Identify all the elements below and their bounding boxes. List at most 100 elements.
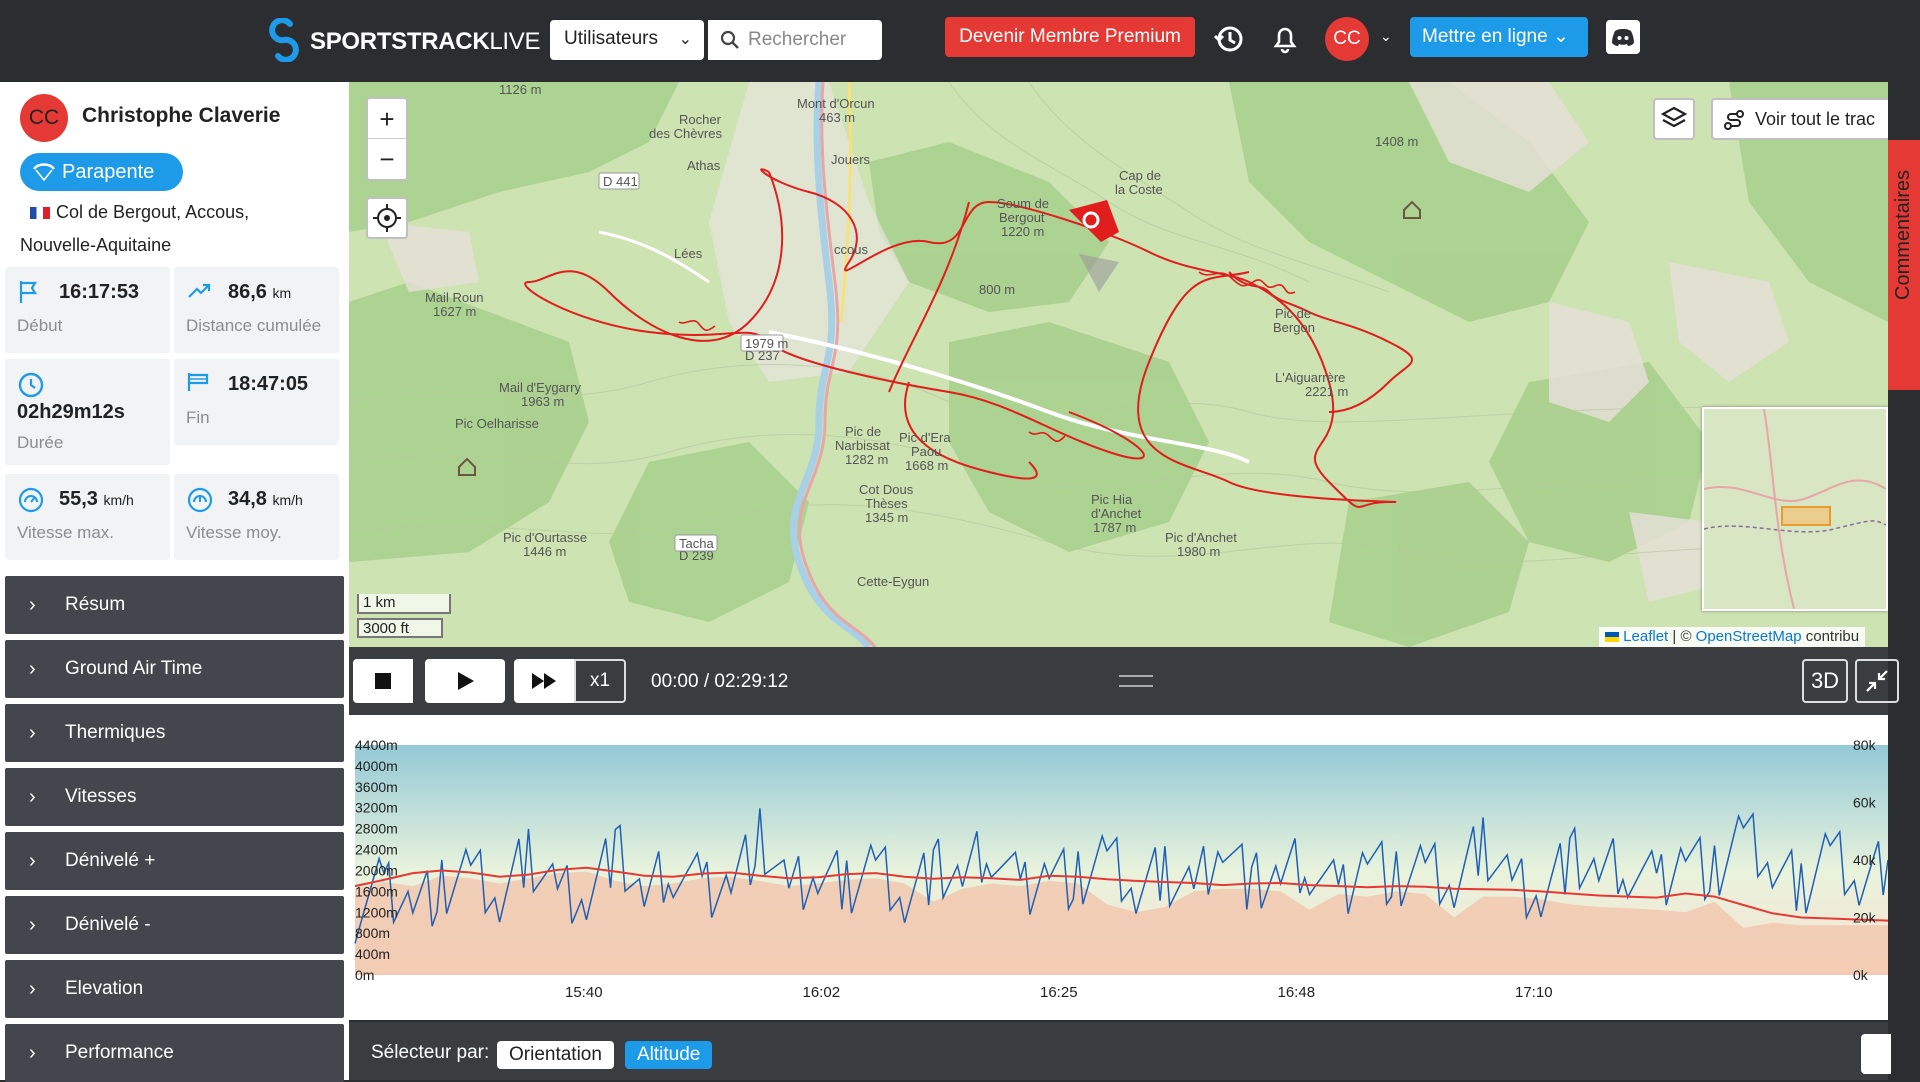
chevron-down-icon: ⌄ xyxy=(678,31,692,48)
stop-button[interactable] xyxy=(353,659,413,703)
chart-svg[interactable]: 4400m 4000m 3600m 3200m 2800m 2400m 2000m 1600m… xyxy=(349,715,1889,1020)
y-left-tick-label: 4000m xyxy=(355,758,398,774)
section-denivele-minus[interactable]: › Dénivelé - xyxy=(5,896,344,954)
map-label: Pic d'Era xyxy=(899,430,951,445)
finish-flag-icon xyxy=(187,373,209,391)
map-label: D 237 xyxy=(745,348,780,363)
map-label: Thèses xyxy=(865,496,908,511)
crosshair-icon xyxy=(373,204,401,232)
leaflet-link[interactable]: Leaflet xyxy=(1623,628,1669,645)
play-button[interactable] xyxy=(425,659,505,703)
chevron-right-icon: › xyxy=(29,1042,36,1064)
scale-ft: 3000 ft xyxy=(357,618,443,638)
x-tick-label: 16:02 xyxy=(803,984,841,1001)
brand-name[interactable]: SPORTSTRACKLIVE xyxy=(310,28,541,55)
fast-forward-button[interactable] xyxy=(514,659,574,703)
athlete-avatar[interactable]: CC xyxy=(20,94,68,142)
sport-badge[interactable]: Parapente xyxy=(20,153,183,191)
replay-player: x1 00:00 / 02:29:12 3D xyxy=(349,647,1899,715)
upload-button[interactable]: Mettre en ligne ⌄ xyxy=(1410,17,1588,57)
map-label: Cap de xyxy=(1119,168,1161,183)
bell-icon[interactable] xyxy=(1268,22,1302,56)
map-label: Cette-Eygun xyxy=(857,574,929,589)
discord-icon[interactable] xyxy=(1606,20,1640,54)
y-right-tick-label: 20k xyxy=(1853,910,1877,926)
section-vitesses[interactable]: › Vitesses xyxy=(5,768,344,826)
chevron-down-icon[interactable]: ⌄ xyxy=(1380,28,1392,44)
map-label: Rocher xyxy=(679,112,722,127)
chevron-right-icon: › xyxy=(29,722,36,744)
athlete-name[interactable]: Christophe Claverie xyxy=(82,104,281,127)
3d-button[interactable]: 3D xyxy=(1802,659,1848,703)
speed-avg-icon xyxy=(187,487,213,513)
map-label: 1627 m xyxy=(433,304,476,319)
search-input[interactable]: Rechercher xyxy=(708,20,882,60)
locate-button[interactable] xyxy=(366,197,408,239)
map-label: 463 m xyxy=(819,110,855,125)
map-label: 1345 m xyxy=(865,510,908,525)
map-label: 1446 m xyxy=(523,544,566,559)
altitude-toggle[interactable]: Altitude xyxy=(625,1041,713,1069)
search-icon xyxy=(720,30,739,49)
section-thermiques[interactable]: › Thermiques xyxy=(5,704,344,762)
route-icon xyxy=(1724,110,1744,130)
minimap[interactable] xyxy=(1702,407,1888,611)
zoom-in-button[interactable]: + xyxy=(368,99,406,139)
map-label: Pic Hia xyxy=(1091,492,1133,507)
clock-icon xyxy=(18,372,44,398)
location: Col de Bergout, Accous, Nouvelle-Aquitain… xyxy=(20,202,250,255)
sportstracklive-logo-icon[interactable] xyxy=(268,18,300,62)
x-tick-label: 16:25 xyxy=(1040,984,1078,1001)
users-select[interactable]: Utilisateurs ⌄ xyxy=(550,20,704,60)
user-avatar[interactable]: CC xyxy=(1325,17,1369,61)
orientation-toggle[interactable]: Orientation xyxy=(497,1041,614,1069)
layers-button[interactable] xyxy=(1653,98,1695,140)
map-label: 1787 m xyxy=(1093,520,1136,535)
section-denivele-plus[interactable]: › Dénivelé + xyxy=(5,832,344,890)
y-right-tick-label: 60k xyxy=(1853,795,1877,811)
playback-speed-button[interactable]: x1 xyxy=(574,659,626,703)
france-flag-icon xyxy=(30,207,50,220)
layers-icon xyxy=(1660,106,1688,128)
zoom-out-button[interactable]: − xyxy=(379,144,395,174)
elevation-speed-chart[interactable]: 4400m 4000m 3600m 3200m 2800m 2400m 2000m 1600m… xyxy=(349,715,1889,1020)
zoom-control: + − xyxy=(366,97,408,181)
fast-forward-icon xyxy=(532,673,556,689)
distance-icon xyxy=(188,283,211,298)
y-left-tick-label: 2800m xyxy=(355,821,398,837)
section-elevation[interactable]: › Elevation xyxy=(5,960,344,1018)
refuge-icon xyxy=(458,200,1421,476)
view-full-track-button[interactable]: Voir tout le trac xyxy=(1711,98,1888,140)
map-label: Pic de xyxy=(845,424,881,439)
y-left-tick-label: 1600m xyxy=(355,883,398,899)
premium-button[interactable]: Devenir Membre Premium xyxy=(945,17,1195,57)
y-left-tick-label: 400m xyxy=(355,946,390,962)
map-label: Pic Oelharisse xyxy=(455,416,539,431)
history-icon[interactable] xyxy=(1212,22,1246,56)
y-right-tick-label: 40k xyxy=(1853,852,1877,868)
osm-link[interactable]: OpenStreetMap xyxy=(1695,628,1802,645)
collapse-button[interactable] xyxy=(1855,659,1899,703)
section-resume[interactable]: › Résum xyxy=(5,576,344,634)
map-label: 1408 m xyxy=(1375,134,1418,149)
map-label: ccous xyxy=(834,242,868,257)
section-performance[interactable]: › Performance xyxy=(5,1024,344,1082)
y-left-tick-label: 800m xyxy=(355,925,390,941)
play-icon xyxy=(458,672,474,690)
road-label-d239: Tacha xyxy=(679,536,714,551)
map-label: d'Anchet xyxy=(1091,506,1142,521)
speed-max-icon xyxy=(18,487,44,513)
map-label: Bergout xyxy=(999,210,1045,225)
stat-end: 18:47:05 Fin xyxy=(174,359,339,445)
map[interactable]: Rocher des Chèvres Mont d'Orcun 463 m Jouers… xyxy=(349,82,1888,647)
track-marker-icon xyxy=(1069,200,1119,292)
section-ground-air-time[interactable]: › Ground Air Time xyxy=(5,640,344,698)
comments-tab[interactable]: Commentaires xyxy=(1888,140,1920,390)
minimap-tiles[interactable] xyxy=(1703,408,1887,610)
map-label: Narbissat xyxy=(835,438,890,453)
resize-grip-icon[interactable] xyxy=(1119,675,1153,687)
map-label: 2221 m xyxy=(1305,384,1348,399)
share-button[interactable] xyxy=(1861,1034,1891,1074)
